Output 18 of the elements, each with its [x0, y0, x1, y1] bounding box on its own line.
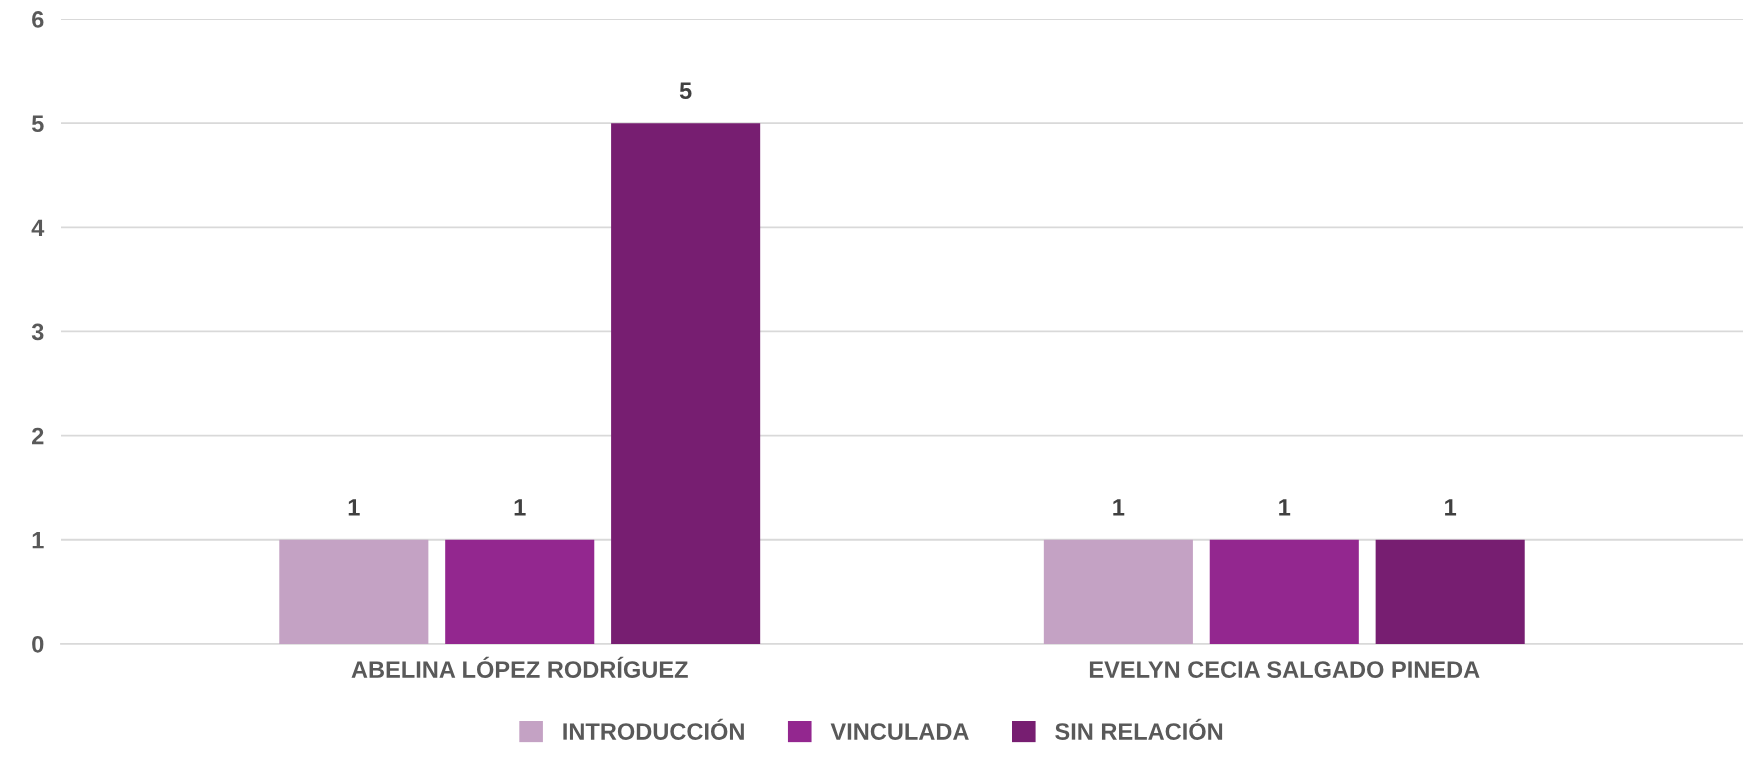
- data-label: 1: [514, 499, 526, 516]
- y-tick-label: 6: [32, 11, 44, 28]
- legend-label: SIN RELACIÓN: [1055, 718, 1223, 740]
- legend-label: VINCULADA: [830, 723, 969, 740]
- y-tick-label: 1: [32, 532, 44, 549]
- y-tick-label: 4: [31, 219, 45, 236]
- y-tick-label: 5: [31, 115, 44, 132]
- data-label: 5: [679, 82, 692, 100]
- y-tick-label: 2: [32, 427, 44, 445]
- x-tick-label: EVELYN CECIA SALGADO PINEDA: [1089, 661, 1480, 678]
- x-tick-label: ABELINA LÓPEZ RODRÍGUEZ: [351, 656, 688, 678]
- data-label: 1: [348, 499, 360, 516]
- data-label: 1: [1279, 499, 1291, 516]
- data-label: 1: [1113, 499, 1125, 516]
- y-tick-label: 3: [31, 323, 44, 341]
- legend-label: INTRODUCCIÓN: [563, 718, 744, 740]
- data-label: 1: [1445, 499, 1457, 516]
- y-tick-label: 0: [32, 635, 44, 653]
